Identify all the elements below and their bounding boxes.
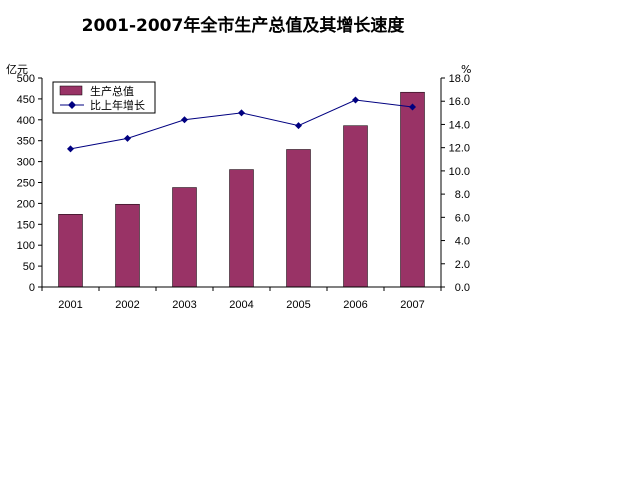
right-tick-label: 8.0 [455, 189, 470, 201]
legend-bar-label: 生产总值 [90, 84, 134, 98]
x-tick-label: 2001 [58, 299, 82, 311]
right-tick-label: 16.0 [449, 96, 470, 108]
bars-layer [58, 91, 425, 288]
bar-2005 [286, 149, 311, 288]
growth-point-2007 [409, 103, 416, 111]
left-axis-unit: 亿元 [6, 63, 28, 76]
right-tick-label: 18.0 [449, 73, 470, 85]
right-tick-label: 14.0 [449, 119, 470, 131]
growth-point-2003 [181, 116, 188, 124]
growth-point-2001 [67, 145, 74, 153]
left-tick-label: 250 [17, 178, 35, 190]
left-tick-label: 500 [17, 73, 35, 85]
growth-point-2004 [238, 109, 245, 117]
right-axis-ticks: 0.0 2.0 4.0 6.0 8.0 10.0 12.0 14.0 16.0 18.0 [441, 73, 470, 294]
x-tick-label: 2006 [343, 299, 367, 311]
x-tick-label: 2005 [286, 299, 310, 311]
left-axis-ticks: 0 50 100 150 200 250 300 350 400 450 500 [17, 73, 42, 294]
bar-2004 [229, 169, 254, 288]
legend: 生产总值 比上年增长 [52, 81, 156, 114]
right-tick-label: 6.0 [455, 212, 470, 224]
right-tick-label: 0.0 [455, 282, 470, 294]
bar-2007 [400, 91, 425, 288]
growth-point-2002 [124, 134, 131, 142]
bar-2006 [343, 125, 368, 288]
left-tick-label: 200 [17, 198, 35, 210]
right-tick-label: 10.0 [449, 166, 470, 178]
bar-2003 [172, 187, 197, 288]
legend-bar-swatch [59, 85, 83, 96]
chart-title: 2001-2007年全市生产总值及其增长速度 [82, 15, 406, 36]
right-tick-label: 2.0 [455, 259, 470, 271]
legend-line-marker [68, 101, 76, 109]
left-tick-label: 400 [17, 115, 35, 127]
left-tick-label: 150 [17, 219, 35, 231]
right-tick-label: 12.0 [449, 143, 470, 155]
left-tick-label: 450 [17, 94, 35, 106]
legend-line-label: 比上年增长 [90, 98, 145, 112]
right-axis-unit: % [461, 63, 471, 76]
x-tick-label: 2004 [229, 299, 253, 311]
left-tick-label: 0 [29, 282, 35, 294]
bar-2001 [58, 214, 83, 288]
left-tick-label: 100 [17, 240, 35, 252]
line-layer [67, 96, 416, 153]
bar-2002 [115, 203, 140, 288]
left-tick-label: 50 [23, 261, 35, 273]
growth-point-2005 [295, 122, 302, 130]
x-tick-label: 2002 [115, 299, 139, 311]
x-axis-ticks: 2001 2002 2003 2004 2005 2006 2007 [41, 287, 442, 311]
x-tick-label: 2003 [172, 299, 196, 311]
left-tick-label: 300 [17, 157, 35, 169]
left-tick-label: 350 [17, 136, 35, 148]
right-tick-label: 4.0 [455, 236, 470, 248]
x-tick-label: 2007 [400, 299, 424, 311]
growth-point-2006 [352, 96, 359, 104]
